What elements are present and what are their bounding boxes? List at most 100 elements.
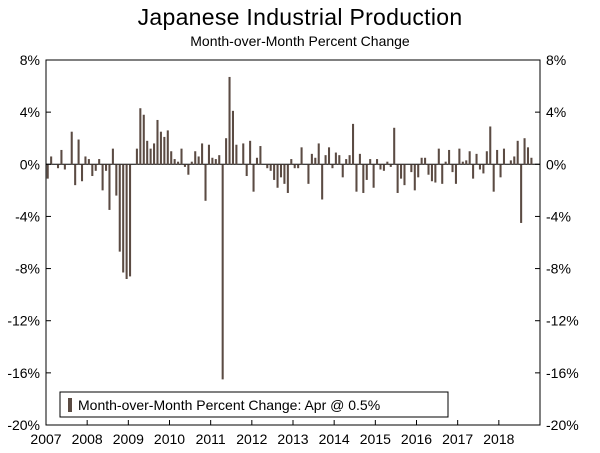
x-tick-label: 2013 [277,431,308,447]
bar [290,159,293,165]
bar [84,156,87,165]
x-tick-label: 2010 [154,431,185,447]
x-tick-label: 2016 [401,431,432,447]
y-tick-label-right: 4% [546,104,566,120]
y-tick-label-left: -12% [7,313,40,329]
y-tick-label-right: 8% [546,52,566,68]
bar [146,140,149,165]
bar [468,151,471,165]
bar [273,164,276,180]
bar [91,164,94,177]
bar [87,159,90,165]
bar [156,119,159,165]
bar [269,164,272,171]
bar [231,110,234,165]
bar [286,164,289,193]
bar [180,148,183,165]
bar [56,164,60,169]
x-tick-label: 2009 [113,431,144,447]
bar [201,143,204,165]
bar [410,164,413,173]
bar [485,151,488,165]
bar [324,155,327,165]
bar [122,164,125,273]
bar [207,144,210,165]
bar [297,164,300,169]
bar [420,157,423,165]
legend-box [59,391,449,418]
bar [355,164,358,192]
bar [125,164,128,279]
bar [444,161,447,165]
bar [403,164,406,186]
bar [249,140,252,165]
y-tick-label-right: -8% [546,261,571,277]
bar [352,123,355,165]
bar [170,151,173,165]
y-tick-label-left: -20% [7,417,40,433]
bar [520,164,523,223]
x-tick-label: 2012 [236,431,267,447]
bar [341,164,344,178]
bar [163,136,166,165]
bar [530,157,533,165]
y-tick-label-left: -16% [7,365,40,381]
bar [475,153,478,165]
bar [118,164,121,252]
bar [255,157,259,165]
chart-subtitle: Month-over-Month Percent Change [190,33,410,49]
bar [430,164,433,182]
bar [50,156,53,165]
y-tick-label-right: -12% [546,313,579,329]
bar [101,164,104,191]
x-tick-label: 2007 [30,431,61,447]
bar [376,159,379,165]
bar [183,164,186,167]
bar [461,161,464,165]
bar [379,164,382,170]
bar [228,76,231,165]
bar [310,153,313,165]
x-tick-label: 2008 [72,431,103,447]
bar [338,155,341,165]
bar [105,164,108,171]
bar [458,148,461,165]
bar [389,164,392,167]
bar [211,157,214,165]
y-tick-label-right: -4% [546,208,571,224]
legend: Month-over-Month Percent Change: Apr @ 0… [59,391,449,418]
chart-title: Japanese Industrial Production [137,4,463,30]
bar [60,149,63,165]
bar [108,164,111,210]
bar [424,157,427,165]
bar [245,164,248,177]
bar [317,143,320,165]
bar [242,143,245,165]
bar [327,147,331,165]
bar [400,164,403,179]
bar [187,164,190,175]
y-tick-label-left: -8% [15,261,40,277]
bar [293,164,296,169]
bar [478,164,481,170]
bar [259,146,262,165]
bar [149,148,152,165]
bar [279,164,283,178]
bar [218,155,221,165]
bar [77,139,80,165]
bar [499,164,502,178]
bar [70,131,73,165]
y-tick-label-left: 0% [20,156,40,172]
legend-swatch [68,398,72,412]
y-tick-label-right: 0% [546,156,566,172]
bar [194,151,197,165]
bar [451,164,454,173]
bar [437,148,440,165]
bar [142,114,145,165]
bar [80,164,84,182]
bar [111,148,114,165]
bar [177,161,180,165]
bar [321,164,324,200]
bar [362,164,365,193]
